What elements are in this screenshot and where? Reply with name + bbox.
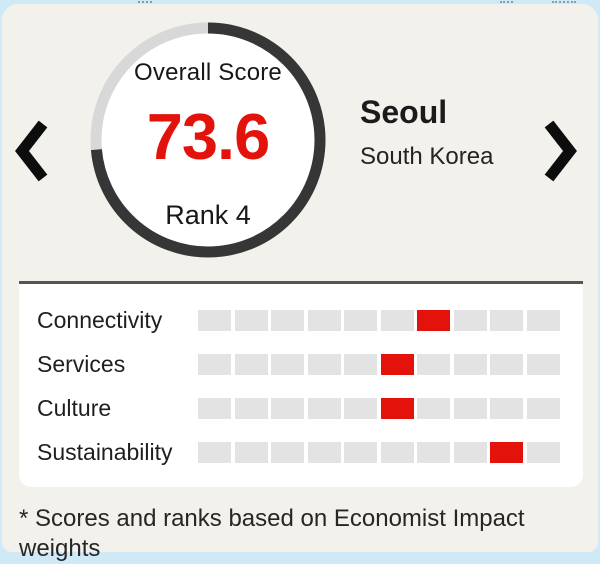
edge-artifact-dots [552, 1, 576, 4]
rank-segment [234, 442, 268, 463]
chevron-right-icon [540, 120, 580, 186]
rank-segment-active [380, 398, 414, 419]
rank-segment [380, 310, 414, 331]
rank-segment [198, 310, 231, 331]
rank-segment [417, 442, 451, 463]
rank-segment [234, 310, 268, 331]
rank-segment [198, 354, 231, 375]
rank-segment [453, 398, 487, 419]
rank-bar [198, 354, 560, 375]
previous-city-button[interactable] [12, 119, 52, 183]
rank-segment-active [380, 354, 414, 375]
chart-row: Connectivity [37, 307, 578, 333]
rank-segment [490, 354, 524, 375]
chart-row: Services [37, 351, 578, 377]
category-label: Services [37, 351, 126, 377]
rank-segment [307, 442, 341, 463]
city-country: South Korea [360, 143, 494, 170]
rank-bar [198, 398, 560, 419]
rank-segment [271, 442, 305, 463]
rank-segment [198, 442, 231, 463]
chart-row: Culture [37, 395, 578, 421]
gauge-progress-arc [90, 22, 326, 258]
rank-segment [526, 310, 560, 331]
gauge-label: Overall Score [134, 59, 282, 86]
chart-row: Sustainability [37, 439, 578, 465]
gauge-inner-disc [101, 33, 315, 247]
rank-segment [453, 310, 487, 331]
rank-bar [198, 442, 560, 463]
footnote: * Scores and ranks based on Economist Im… [19, 505, 525, 562]
rank-segment [490, 310, 524, 331]
rank-segment [453, 442, 487, 463]
rank-segment [344, 310, 378, 331]
rank-segment [198, 398, 231, 419]
rank-segment-active [490, 442, 524, 463]
edge-artifact-dots [500, 1, 513, 4]
next-city-button[interactable] [540, 119, 580, 183]
rank-segment [526, 398, 560, 419]
rank-segment [234, 398, 268, 419]
gauge-score-value: 73.6 [146, 100, 271, 173]
rank-segment [271, 354, 305, 375]
rank-segment [307, 398, 341, 419]
category-rank-panel: Connectivity Services Culture Sustainabilit… [19, 281, 583, 487]
rank-segment [271, 398, 305, 419]
rank-segment [490, 398, 524, 419]
rank-bar [198, 310, 560, 331]
city-name: Seoul [360, 94, 448, 130]
rank-segment [344, 354, 378, 375]
rank-segment-active [417, 310, 451, 331]
rank-segment [453, 354, 487, 375]
rank-segment [417, 354, 451, 375]
rank-segment [417, 398, 451, 419]
rank-segment [307, 310, 341, 331]
category-label: Sustainability [37, 439, 173, 465]
rank-segment [271, 310, 305, 331]
rank-segment [234, 354, 268, 375]
rank-segment [344, 442, 378, 463]
rank-segment [307, 354, 341, 375]
category-label: Connectivity [37, 307, 163, 333]
category-label: Culture [37, 395, 112, 421]
chevron-left-icon [12, 120, 52, 186]
rank-segment [344, 398, 378, 419]
gauge-rank: Rank 4 [165, 200, 251, 230]
rank-segment [526, 354, 560, 375]
rank-segment [526, 442, 560, 463]
overall-score-gauge: Overall Score 73.6 Rank 4 [90, 22, 326, 258]
edge-artifact-dots [138, 1, 152, 4]
rank-segment [380, 442, 414, 463]
